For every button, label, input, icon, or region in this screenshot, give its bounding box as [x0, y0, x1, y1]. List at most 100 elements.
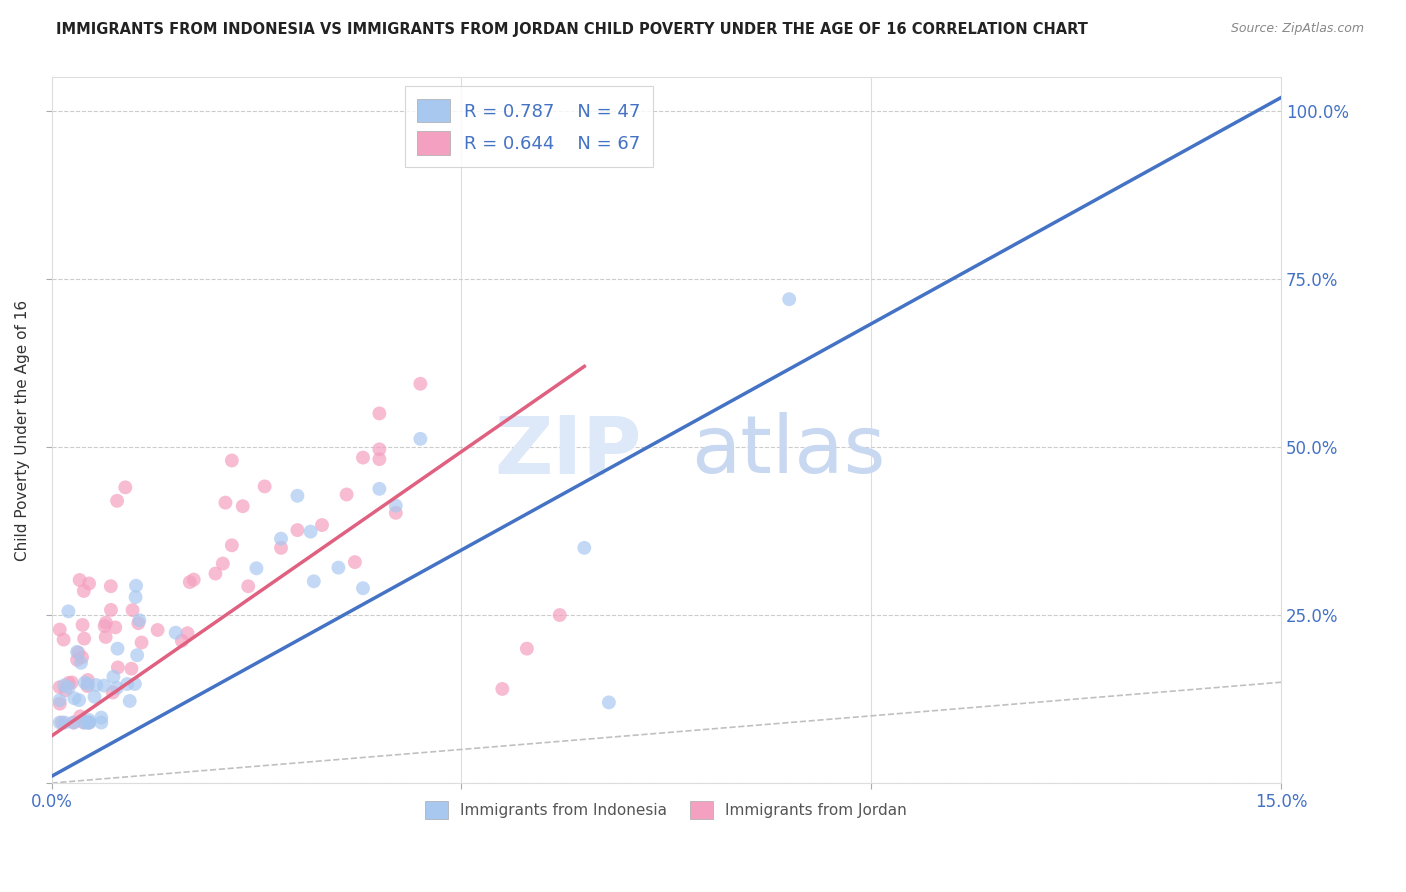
Point — [328, 560, 350, 574]
Point — [409, 432, 432, 446]
Point — [165, 625, 187, 640]
Point — [211, 557, 233, 571]
Text: ZIP: ZIP — [495, 412, 641, 491]
Point — [79, 715, 101, 730]
Point — [368, 406, 391, 420]
Point — [77, 715, 100, 730]
Point — [245, 561, 267, 575]
Point — [93, 619, 115, 633]
Point — [58, 676, 80, 690]
Point — [311, 518, 333, 533]
Point — [94, 630, 117, 644]
Point — [127, 648, 149, 663]
Point — [221, 538, 243, 552]
Point — [70, 656, 93, 670]
Point — [127, 616, 149, 631]
Point — [368, 442, 391, 457]
Point — [100, 579, 122, 593]
Point — [67, 693, 90, 707]
Text: Source: ZipAtlas.com: Source: ZipAtlas.com — [1230, 22, 1364, 36]
Point — [176, 626, 198, 640]
Point — [48, 715, 70, 730]
Point — [131, 635, 153, 649]
Point — [170, 633, 193, 648]
Point — [491, 681, 513, 696]
Point — [76, 673, 98, 687]
Point — [58, 681, 80, 695]
Point — [343, 555, 366, 569]
Point — [287, 489, 309, 503]
Point — [103, 670, 125, 684]
Point — [77, 576, 100, 591]
Point — [51, 715, 73, 730]
Point — [121, 603, 143, 617]
Point — [70, 650, 93, 665]
Point — [77, 713, 100, 727]
Point — [384, 506, 406, 520]
Point — [146, 623, 169, 637]
Point — [90, 715, 112, 730]
Point — [179, 575, 201, 590]
Point — [270, 532, 292, 546]
Point — [105, 493, 128, 508]
Point — [125, 579, 148, 593]
Point — [73, 584, 96, 599]
Point — [778, 292, 800, 306]
Point — [409, 376, 432, 391]
Point — [548, 608, 571, 623]
Point — [107, 641, 129, 656]
Point — [183, 573, 205, 587]
Point — [77, 715, 100, 730]
Point — [598, 695, 620, 709]
Point — [352, 450, 374, 465]
Point — [48, 623, 70, 637]
Point — [77, 677, 100, 691]
Point — [368, 482, 391, 496]
Point — [73, 715, 96, 730]
Point — [299, 524, 322, 539]
Point — [60, 675, 83, 690]
Point — [204, 566, 226, 581]
Point — [94, 615, 117, 630]
Point — [221, 453, 243, 467]
Point — [66, 653, 89, 667]
Point — [104, 620, 127, 634]
Point — [118, 694, 141, 708]
Point — [238, 579, 260, 593]
Point — [53, 715, 76, 730]
Point — [73, 715, 96, 730]
Point — [384, 499, 406, 513]
Point — [124, 590, 146, 604]
Point — [62, 715, 84, 730]
Point — [516, 641, 538, 656]
Point — [124, 677, 146, 691]
Point — [52, 632, 75, 647]
Point — [73, 675, 96, 690]
Point — [368, 452, 391, 467]
Y-axis label: Child Poverty Under the Age of 16: Child Poverty Under the Age of 16 — [15, 300, 30, 561]
Point — [63, 691, 86, 706]
Point — [232, 499, 254, 513]
Point — [58, 604, 80, 618]
Text: atlas: atlas — [690, 412, 886, 491]
Point — [336, 487, 359, 501]
Point — [83, 690, 105, 704]
Point — [48, 680, 70, 694]
Point — [76, 715, 98, 730]
Point — [270, 541, 292, 555]
Point — [100, 603, 122, 617]
Point — [84, 678, 107, 692]
Point — [101, 685, 124, 699]
Point — [53, 683, 76, 698]
Point — [574, 541, 596, 555]
Legend: Immigrants from Indonesia, Immigrants from Jordan: Immigrants from Indonesia, Immigrants fr… — [419, 795, 914, 825]
Point — [214, 496, 236, 510]
Point — [73, 632, 96, 646]
Point — [287, 523, 309, 537]
Point — [352, 581, 374, 595]
Point — [114, 480, 136, 494]
Point — [253, 479, 276, 493]
Point — [69, 709, 91, 723]
Point — [69, 573, 91, 587]
Point — [107, 660, 129, 674]
